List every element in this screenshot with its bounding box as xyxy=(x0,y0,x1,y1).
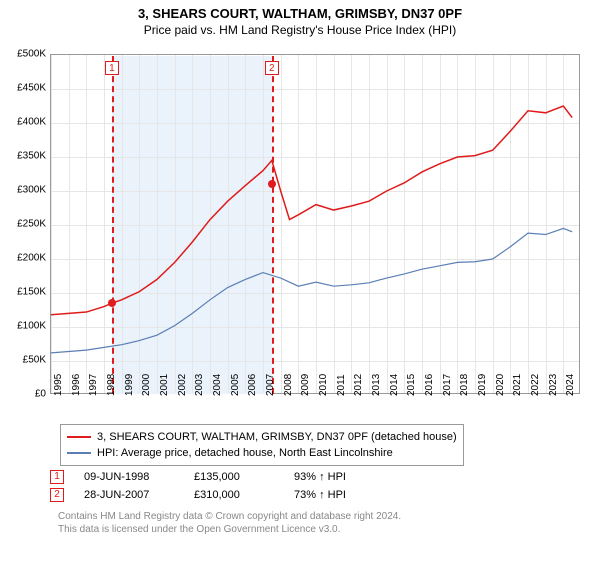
y-axis-label: £200K xyxy=(17,253,46,264)
sale-dash-2 xyxy=(272,56,274,394)
x-axis-label: 2012 xyxy=(353,374,364,396)
x-axis-label: 2002 xyxy=(177,374,188,396)
footer: Contains HM Land Registry data © Crown c… xyxy=(58,510,401,536)
x-axis-label: 2000 xyxy=(141,374,152,396)
x-axis-label: 1995 xyxy=(53,374,64,396)
x-axis-label: 2022 xyxy=(530,374,541,396)
x-axis-label: 2001 xyxy=(159,374,170,396)
x-axis-label: 1999 xyxy=(124,374,135,396)
x-axis-label: 2008 xyxy=(283,374,294,396)
y-axis-label: £400K xyxy=(17,117,46,128)
legend-swatch-hpi xyxy=(67,452,91,454)
x-axis-label: 2007 xyxy=(265,374,276,396)
sale-dot-2 xyxy=(268,180,276,188)
legend-label-hpi: HPI: Average price, detached house, Nort… xyxy=(97,445,393,461)
sale-row: 2 28-JUN-2007 £310,000 73% ↑ HPI xyxy=(50,486,414,504)
y-axis-label: £150K xyxy=(17,287,46,298)
legend: 3, SHEARS COURT, WALTHAM, GRIMSBY, DN37 … xyxy=(60,424,464,466)
chart-subtitle: Price paid vs. HM Land Registry's House … xyxy=(0,23,600,37)
sale-row: 1 09-JUN-1998 £135,000 93% ↑ HPI xyxy=(50,468,414,486)
footer-line-1: Contains HM Land Registry data © Crown c… xyxy=(58,510,401,523)
sale-pct: 93% ↑ HPI xyxy=(294,471,414,483)
x-axis-label: 2015 xyxy=(406,374,417,396)
sale-price: £135,000 xyxy=(194,471,274,483)
sale-date: 09-JUN-1998 xyxy=(84,471,174,483)
legend-swatch-property xyxy=(67,436,91,438)
line-svg xyxy=(51,55,581,395)
y-axis-label: £250K xyxy=(17,219,46,230)
x-axis-label: 2020 xyxy=(495,374,506,396)
sale-marker-box-2: 2 xyxy=(265,61,279,75)
sale-marker-2: 2 xyxy=(50,488,64,502)
x-axis-label: 2024 xyxy=(565,374,576,396)
legend-item-property: 3, SHEARS COURT, WALTHAM, GRIMSBY, DN37 … xyxy=(67,429,457,445)
sales-table: 1 09-JUN-1998 £135,000 93% ↑ HPI 2 28-JU… xyxy=(50,468,414,504)
sale-date: 28-JUN-2007 xyxy=(84,489,174,501)
legend-item-hpi: HPI: Average price, detached house, Nort… xyxy=(67,445,457,461)
x-axis-label: 2014 xyxy=(389,374,400,396)
x-axis-label: 2004 xyxy=(212,374,223,396)
x-axis-label: 2023 xyxy=(548,374,559,396)
x-axis-label: 2021 xyxy=(512,374,523,396)
x-axis-label: 2005 xyxy=(230,374,241,396)
x-axis-label: 2017 xyxy=(442,374,453,396)
plot-region: 12 xyxy=(50,54,580,394)
x-axis-label: 2006 xyxy=(247,374,258,396)
sale-dot-1 xyxy=(108,299,116,307)
x-axis-label: 2013 xyxy=(371,374,382,396)
y-axis-label: £100K xyxy=(17,321,46,332)
x-axis-label: 2010 xyxy=(318,374,329,396)
y-axis-label: £50K xyxy=(23,355,46,366)
x-axis-label: 1998 xyxy=(106,374,117,396)
x-axis-label: 2019 xyxy=(477,374,488,396)
x-axis-label: 1996 xyxy=(71,374,82,396)
chart-area: 12 £0£50K£100K£150K£200K£250K£300K£350K£… xyxy=(50,54,580,414)
sale-dash-1 xyxy=(112,56,114,394)
series-hpi xyxy=(51,228,572,352)
x-axis-label: 2016 xyxy=(424,374,435,396)
sale-pct: 73% ↑ HPI xyxy=(294,489,414,501)
sale-price: £310,000 xyxy=(194,489,274,501)
y-axis-label: £0 xyxy=(35,389,46,400)
legend-label-property: 3, SHEARS COURT, WALTHAM, GRIMSBY, DN37 … xyxy=(97,429,457,445)
x-axis-label: 2009 xyxy=(300,374,311,396)
x-axis-label: 2003 xyxy=(194,374,205,396)
y-axis-label: £450K xyxy=(17,83,46,94)
x-axis-label: 1997 xyxy=(88,374,99,396)
sale-marker-box-1: 1 xyxy=(105,61,119,75)
footer-line-2: This data is licensed under the Open Gov… xyxy=(58,523,401,536)
y-axis-label: £300K xyxy=(17,185,46,196)
y-axis-label: £350K xyxy=(17,151,46,162)
chart-title: 3, SHEARS COURT, WALTHAM, GRIMSBY, DN37 … xyxy=(0,6,600,21)
y-axis-label: £500K xyxy=(17,49,46,60)
x-axis-label: 2018 xyxy=(459,374,470,396)
sale-marker-1: 1 xyxy=(50,470,64,484)
x-axis-label: 2011 xyxy=(336,374,347,396)
